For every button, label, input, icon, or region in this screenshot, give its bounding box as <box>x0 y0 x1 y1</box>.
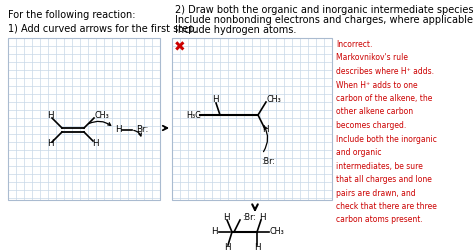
Text: H: H <box>262 125 268 135</box>
Text: :Br:: :Br: <box>261 158 275 167</box>
Text: CH₃: CH₃ <box>95 111 110 120</box>
Text: H: H <box>210 228 217 236</box>
Text: and organic: and organic <box>336 148 382 157</box>
Text: carbon of the alkene, the: carbon of the alkene, the <box>336 94 432 103</box>
FancyArrowPatch shape <box>264 127 268 152</box>
Text: that all charges and lone: that all charges and lone <box>336 175 432 184</box>
Text: H: H <box>254 243 260 252</box>
Text: When H⁺ adds to one: When H⁺ adds to one <box>336 80 418 89</box>
Text: For the following reaction:: For the following reaction: <box>8 10 136 20</box>
Text: Incorrect.: Incorrect. <box>336 40 373 49</box>
FancyArrowPatch shape <box>89 121 111 125</box>
Text: Include both the inorganic: Include both the inorganic <box>336 135 437 143</box>
Text: check that there are three: check that there are three <box>336 202 437 211</box>
Text: H: H <box>115 125 121 135</box>
Text: H: H <box>259 212 265 222</box>
Text: H: H <box>223 212 229 222</box>
Text: pairs are drawn, and: pairs are drawn, and <box>336 188 416 198</box>
Text: CH₃: CH₃ <box>267 94 282 104</box>
Text: H: H <box>46 111 53 120</box>
Bar <box>8 38 160 200</box>
Text: Include hydrogen atoms.: Include hydrogen atoms. <box>175 25 296 35</box>
Text: H: H <box>224 243 230 252</box>
Text: ✖: ✖ <box>174 40 186 54</box>
Text: H₃C: H₃C <box>186 110 201 119</box>
Bar <box>172 38 332 200</box>
Text: 2) Draw both the organic and inorganic intermediate species.: 2) Draw both the organic and inorganic i… <box>175 5 474 15</box>
Text: intermediates, be sure: intermediates, be sure <box>336 162 423 171</box>
FancyArrowPatch shape <box>134 130 141 136</box>
Text: carbon atoms present.: carbon atoms present. <box>336 215 423 225</box>
Text: H: H <box>212 96 219 105</box>
Text: other alkene carbon: other alkene carbon <box>336 108 413 116</box>
Text: Markovnikov's rule: Markovnikov's rule <box>336 53 408 62</box>
Text: 1) Add curved arrows for the first step.: 1) Add curved arrows for the first step. <box>8 24 197 34</box>
Text: describes where H⁺ adds.: describes where H⁺ adds. <box>336 67 434 76</box>
Text: :Br:: :Br: <box>242 212 256 222</box>
Text: Include nonbonding electrons and charges, where applicable.: Include nonbonding electrons and charges… <box>175 15 474 25</box>
Text: H: H <box>46 140 53 148</box>
Text: CH₃: CH₃ <box>270 228 285 236</box>
Text: Br:: Br: <box>136 125 148 135</box>
Text: H: H <box>91 140 98 148</box>
Text: becomes charged.: becomes charged. <box>336 121 406 130</box>
